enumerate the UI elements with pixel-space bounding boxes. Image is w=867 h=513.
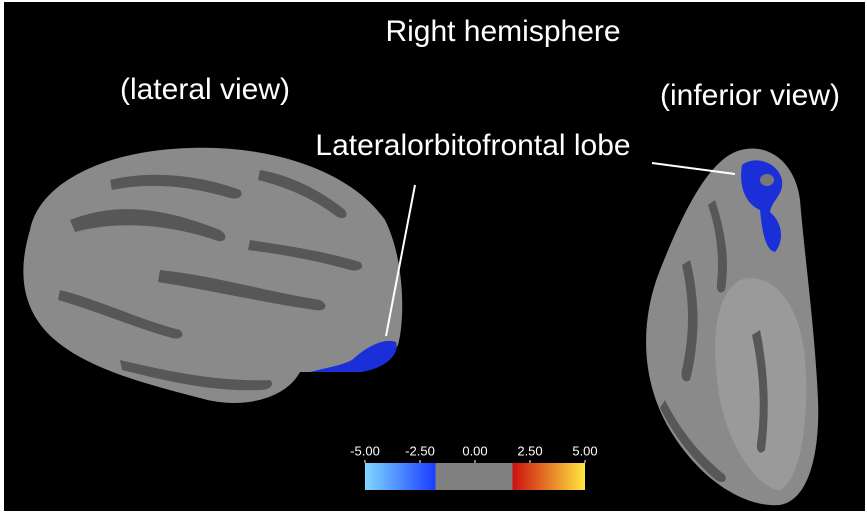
colorbar-tick-label: 0.00 xyxy=(462,443,487,458)
view-label: (inferior view) xyxy=(660,79,840,112)
colorbar-tick-label: 5.00 xyxy=(572,443,597,458)
colorbar xyxy=(365,463,585,490)
annotation: Lateralorbitofrontal lobe xyxy=(315,129,630,162)
colorbar-tick-label: -2.50 xyxy=(405,443,435,458)
title: Right hemisphere xyxy=(385,15,620,48)
figure: Right hemisphere (lateral view) (inferio… xyxy=(0,0,867,513)
colorbar-tick-label: 2.50 xyxy=(517,443,542,458)
colorbar-tick-label: -5.00 xyxy=(350,443,380,458)
view-label: (lateral view) xyxy=(120,73,290,106)
